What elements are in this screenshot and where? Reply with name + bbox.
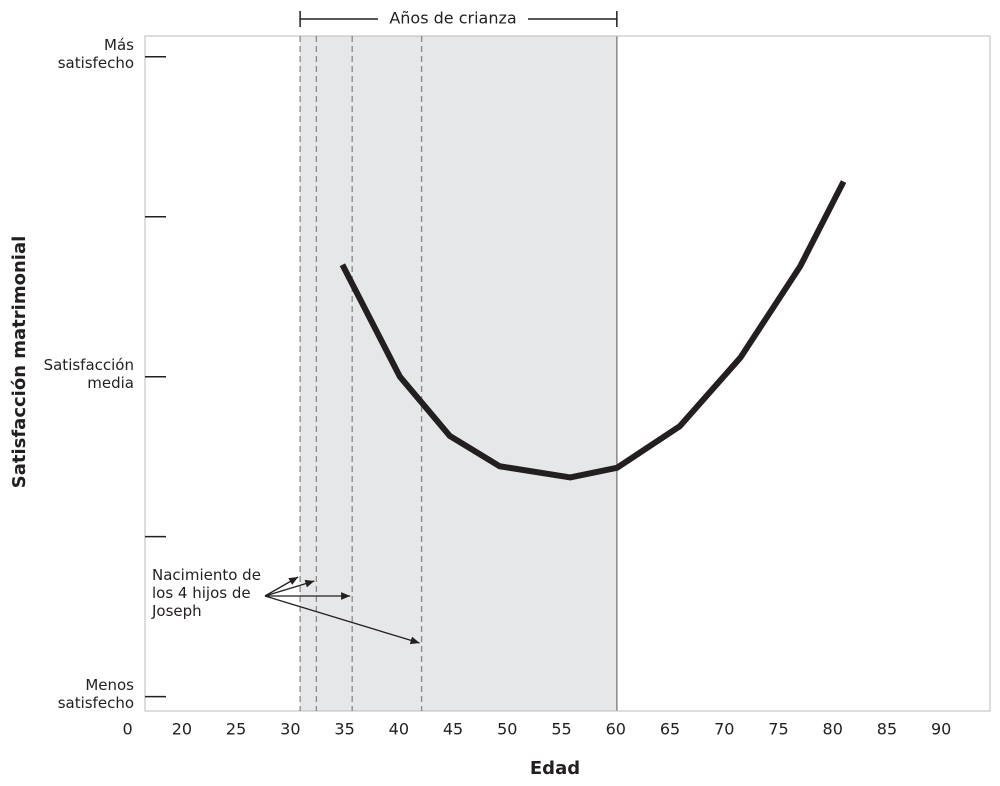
plot-frame [144,35,991,712]
x-tick-label: 20 [172,720,192,739]
y-tick-label: Menos satisfecho [57,675,134,712]
births-annotation: Nacimiento de los 4 hijos de Joseph [152,566,261,620]
x-tick-label: 80 [823,720,843,739]
x-axis-label: Edad [530,758,580,779]
x-tick-label: 70 [714,720,734,739]
birth-arrow [264,595,420,645]
x-tick-label: 0 [123,720,133,739]
x-tick-label: 25 [226,720,246,739]
shaded-region [300,36,617,711]
x-tick-label: 60 [606,720,626,739]
y-tick-label: Satisfacción media [43,355,134,392]
x-tick-label: 40 [389,720,409,739]
x-tick-label: 65 [660,720,680,739]
y-tick-label: Más satisfecho [57,35,134,72]
x-tick-label: 30 [280,720,300,739]
x-tick-label: 85 [877,720,897,739]
birth-arrow [264,576,299,597]
x-tick-label: 75 [768,720,788,739]
x-tick-label: 50 [497,720,517,739]
x-tick-label: 45 [443,720,463,739]
line-series [339,180,847,481]
x-tick-label: 55 [551,720,571,739]
birth-arrow [264,579,315,597]
x-tick-label: 90 [931,720,951,739]
y-axis-label: Satisfacción matrimonial [9,236,30,489]
bracket-label: Años de crianza [389,9,516,28]
x-tick-label: 35 [334,720,354,739]
